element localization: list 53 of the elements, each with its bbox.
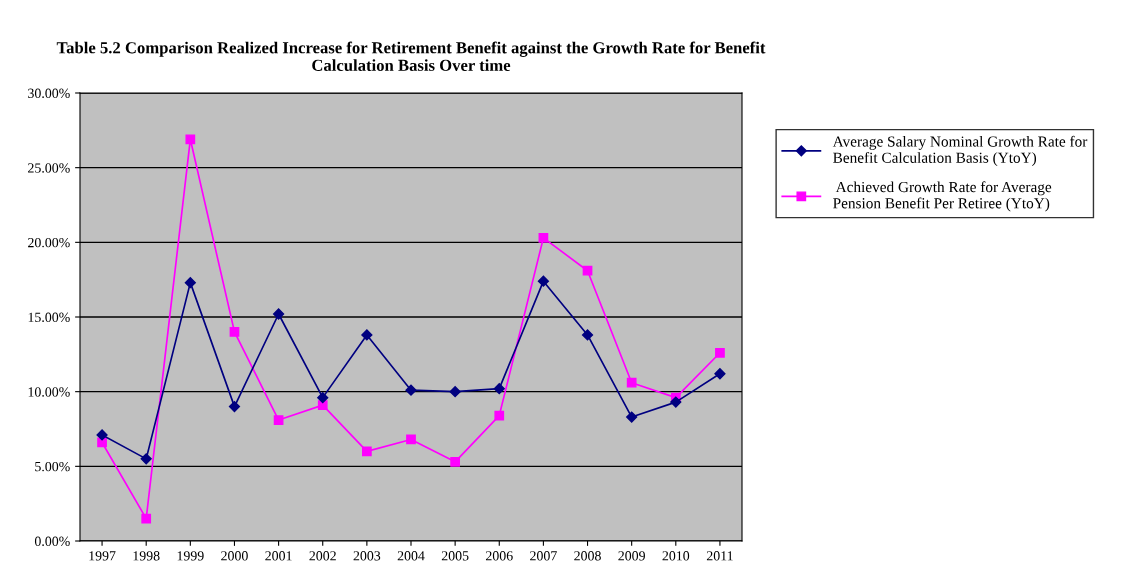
y-tick-label: 30.00% [28, 88, 70, 99]
point [537, 275, 550, 287]
x-tick-label: 2011 [706, 551, 733, 561]
legend-label: Achieved Growth Rate for Average Pension Benefit Per Retiree (YtoY) [833, 181, 1052, 212]
y-tick-label: 0.00% [34, 536, 70, 547]
x-tick-label: 2002 [309, 551, 336, 561]
y-tick-label: 20.00% [28, 237, 70, 248]
point [184, 277, 196, 289]
point [493, 383, 505, 395]
point [272, 308, 285, 320]
point [229, 327, 240, 337]
y-tick-label: 15.00% [28, 312, 70, 323]
point [141, 513, 152, 524]
x-tick-label: 1999 [177, 551, 204, 561]
point [626, 411, 638, 423]
legend-label: Average Salary Nominal Growth Rate for Benefit Calculation Basis (YtoY) [832, 135, 1088, 166]
x-tick-label: 1997 [89, 551, 116, 561]
point [494, 410, 505, 421]
x-tick-label: 2009 [618, 551, 645, 561]
point [715, 347, 725, 358]
x-tick-label: 2000 [221, 551, 248, 561]
x-tick-label: 2007 [530, 551, 557, 561]
point [582, 265, 593, 276]
point [362, 446, 372, 457]
x-tick-label: 2001 [265, 551, 292, 561]
point [185, 134, 196, 145]
point [97, 437, 107, 448]
point [449, 386, 461, 398]
point [626, 377, 637, 388]
point [450, 456, 460, 467]
point [317, 400, 328, 410]
point [140, 453, 152, 465]
point [714, 368, 726, 380]
x-tick-label: 2008 [574, 551, 601, 561]
x-tick-label: 2004 [397, 551, 425, 561]
chart-title: Table 5.2 Comparison Realized Increase for Retirement Benefit against the Growth Rate for Benefit Calculation Basis Over time [56, 41, 766, 71]
point [581, 329, 594, 341]
point [538, 232, 549, 243]
point [228, 400, 241, 413]
point [405, 384, 417, 396]
y-tick-label: 10.00% [28, 387, 70, 397]
x-tick-label: 2003 [353, 551, 381, 561]
point [406, 434, 416, 445]
point [670, 396, 682, 408]
point [317, 392, 329, 404]
y-tick-label: 5.00% [35, 461, 70, 472]
x-tick-label: 2006 [485, 551, 513, 561]
y-tick-label: 25.00% [28, 163, 70, 173]
point [361, 329, 373, 341]
x-tick-label: 1998 [133, 551, 160, 561]
x-tick-label: 2005 [441, 551, 469, 561]
x-tick-label: 2010 [662, 551, 690, 561]
point [273, 415, 284, 425]
